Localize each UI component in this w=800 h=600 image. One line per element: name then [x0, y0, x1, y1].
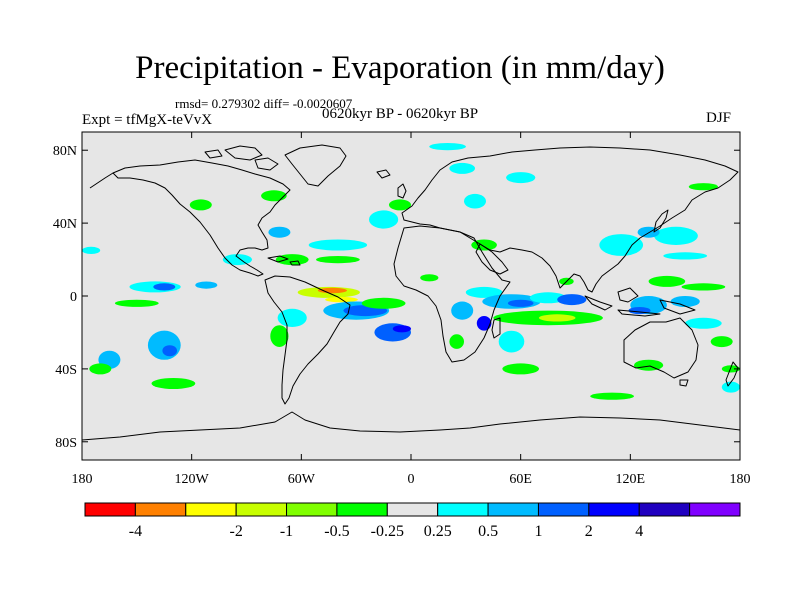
colorbar-label: 0.25	[424, 523, 452, 540]
field-region	[162, 345, 177, 357]
colorbar-swatch	[235, 502, 288, 517]
field-region	[476, 316, 492, 331]
y-tick-label: 80S	[55, 436, 77, 451]
colorbar-swatch	[386, 502, 439, 517]
field-region	[189, 199, 212, 211]
field-region	[270, 325, 289, 347]
field-region	[261, 190, 287, 202]
field-region	[114, 299, 159, 307]
colorbar-label: -0.25	[371, 523, 404, 540]
colorbar-label: 2	[585, 523, 593, 540]
season-label: DJF	[706, 110, 732, 126]
colorbar-label: -4	[129, 523, 142, 540]
field-region	[681, 283, 726, 291]
field-region	[654, 226, 698, 245]
field-region	[507, 299, 534, 307]
field-region	[663, 252, 708, 260]
colorbar-swatch	[437, 502, 489, 517]
x-tick-label: 60W	[288, 472, 316, 487]
period-label: 0620kyr BP - 0620kyr BP	[322, 106, 479, 122]
colorbar-label: -1	[280, 523, 293, 540]
colorbar-swatch	[185, 502, 237, 517]
field-region	[308, 239, 368, 251]
field-region	[275, 254, 309, 266]
colorbar-swatch	[336, 502, 388, 517]
field-region	[429, 143, 466, 151]
field-region	[82, 246, 101, 254]
statistics-line: rmsd= 0.279302 diff= -0.0020607	[175, 96, 353, 111]
colorbar-swatch	[84, 502, 136, 517]
y-tick-label: 0	[70, 290, 77, 305]
field-region	[369, 210, 399, 229]
coastlines	[82, 144, 740, 441]
colorbar-swatch	[134, 502, 187, 517]
colorbar-label: 1	[535, 523, 543, 540]
field-region	[688, 183, 719, 191]
y-axis: 80N 40N 0 40S 80S	[53, 144, 740, 451]
field-region	[89, 363, 112, 375]
field-region	[710, 336, 733, 348]
colorbar-swatch	[537, 502, 590, 517]
field-region	[392, 325, 411, 333]
field-region	[529, 292, 567, 304]
y-tick-label: 80N	[53, 144, 77, 159]
field-region	[498, 330, 525, 353]
colorbar-label: -0.5	[324, 523, 349, 540]
colorbar-swatch	[638, 502, 691, 517]
field-region	[420, 274, 439, 282]
field-region	[506, 172, 536, 184]
field-region	[449, 162, 476, 174]
experiment-label: Expt = tfMgX-teVvX	[82, 112, 213, 128]
colorbar-label: 4	[635, 523, 643, 540]
field-region	[465, 286, 503, 298]
x-tick-label: 120E	[616, 472, 646, 487]
x-tick-label: 120W	[175, 472, 210, 487]
map-background	[82, 132, 740, 460]
field-region	[316, 256, 360, 264]
field-region	[449, 334, 465, 349]
colorbar-label: -2	[230, 523, 243, 540]
field-region	[268, 226, 291, 238]
x-tick-label: 180	[72, 472, 93, 487]
field-region	[634, 359, 664, 371]
field-region	[590, 392, 634, 400]
field-region	[389, 199, 411, 211]
field-region	[599, 234, 644, 256]
field-region	[721, 365, 740, 373]
field-region	[153, 283, 176, 291]
field-region	[557, 294, 587, 306]
x-axis: 180 120W 60W 0 60E 120E 180	[72, 132, 751, 487]
field-region	[538, 314, 576, 322]
colorbar-label: 0.5	[478, 523, 498, 540]
field-region	[361, 297, 406, 309]
field-region	[151, 378, 196, 389]
field-region	[670, 296, 700, 307]
field-region	[277, 308, 307, 327]
field-region	[685, 317, 722, 329]
field-region	[648, 275, 686, 287]
field-region	[451, 301, 474, 320]
field-region	[502, 363, 539, 375]
y-tick-label: 40S	[55, 363, 77, 378]
colorbar-swatch	[588, 502, 640, 517]
x-tick-label: 60E	[509, 472, 532, 487]
colorbar: -4 -2 -1 -0.5 -0.25 0.25 0.5 1 2 4	[84, 502, 741, 540]
map-title: Precipitation - Evaporation (in mm/day)	[135, 50, 665, 86]
colorbar-swatch	[689, 502, 741, 517]
field-region	[464, 193, 486, 209]
field-region	[195, 281, 218, 289]
y-tick-label: 40N	[53, 217, 77, 232]
field-region	[147, 330, 181, 360]
field-region	[721, 381, 740, 393]
colorbar-swatch	[286, 502, 338, 517]
colorbar-swatch	[487, 502, 539, 517]
x-tick-label: 0	[408, 472, 415, 487]
x-tick-label: 180	[730, 472, 751, 487]
